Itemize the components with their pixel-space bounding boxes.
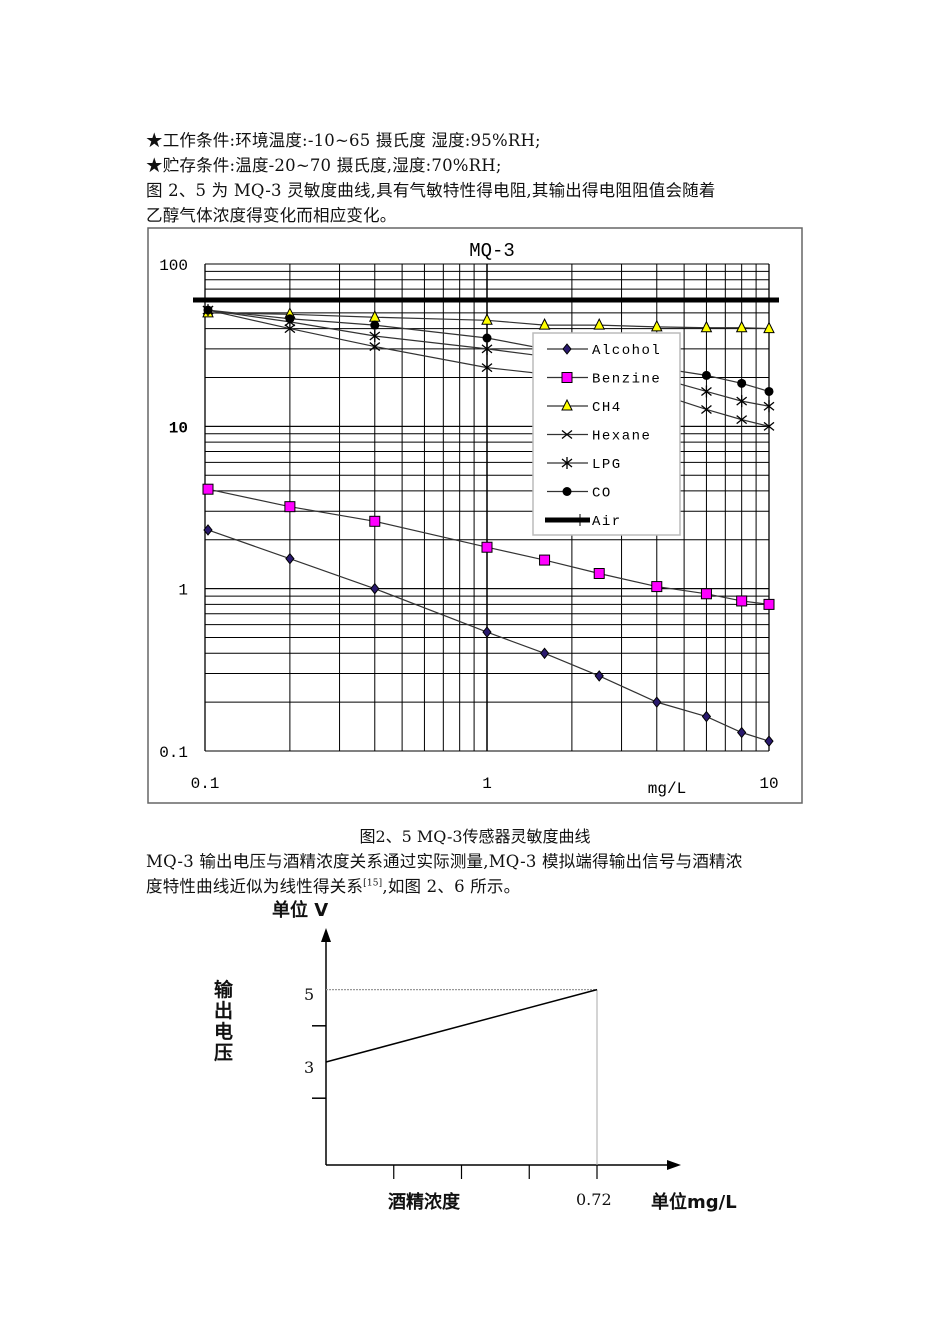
legend-marker-co [562,487,572,496]
intro-text-line2: 乙醇气体浓度得变化而相应变化。 [146,206,397,225]
marker-co [701,370,711,380]
relation-text-end: ,如图 2、6 所示。 [382,877,521,896]
y-tick-3: 3 [304,1058,315,1077]
legend-label-co: CO [592,486,612,502]
marker-alcohol [482,626,492,638]
marker-co [737,378,747,388]
marker-benzine [202,483,214,495]
y-tick-label: 0.1 [159,744,188,762]
marker-hexane [369,342,381,352]
y-tick-label: 10 [169,419,188,437]
y-axis-arrow-icon [321,928,331,942]
legend-label-benzine: Benzine [592,372,661,388]
marker-co [764,386,774,396]
legend-marker-benzine [561,372,573,383]
marker-alcohol [370,582,380,595]
y-unit-label: 单位 V [272,900,329,921]
legend-label-ch4: CH4 [592,400,622,416]
y-axis-label: 输出电压 [214,979,234,1064]
marker-alcohol [737,726,747,739]
x-tick-072: 0.72 [576,1190,612,1209]
marker-benzine [651,581,663,593]
marker-lpg [736,395,748,408]
marker-benzine [481,541,493,553]
marker-co [285,314,295,324]
marker-ch4 [700,320,713,333]
relation-text: 度特性曲线近似为线性得关系 [146,877,364,896]
marker-benzine [539,554,551,566]
figure-caption: 图2、5 MQ-3传感器灵敏度曲线 [359,827,591,846]
marker-alcohol [203,524,213,536]
marker-alcohol [764,735,774,747]
marker-lpg [701,385,712,398]
marker-lpg [369,330,381,343]
legend-label-alcohol: Alcohol [592,343,661,359]
chart-title: MQ-3 [469,240,515,262]
marker-co [370,320,380,330]
marker-ch4 [593,318,606,330]
marker-alcohol [594,670,604,682]
storage-conditions-text: ★贮存条件:温度-20~70 摄氏度,湿度:70%RH; [146,156,502,175]
marker-benzine [763,598,775,610]
marker-hexane [481,363,493,373]
marker-benzine [593,568,605,580]
legend-marker-lpg [561,457,573,469]
marker-co [203,305,213,315]
series-line-ch4 [207,312,770,330]
x-axis-label: mg/L [648,780,686,798]
relation-text-line1: MQ-3 输出电压与酒精浓度关系通过实际测量,MQ-3 模拟端得输出信号与酒精浓 [146,852,743,871]
marker-alcohol [652,696,662,708]
x-tick-label: 0.1 [191,775,220,793]
legend-marker-alcohol [562,343,572,355]
intro-text-line1: 图 2、5 为 MQ-3 灵敏度曲线,具有气敏特性得电阻,其输出得电阻阻值会随着 [146,181,716,200]
x-axis-label: 酒精浓度 [388,1192,460,1213]
marker-hexane [763,421,775,431]
marker-alcohol [285,552,295,565]
marker-ch4 [735,320,748,333]
marker-benzine [369,515,381,527]
work-conditions-text: ★工作条件:环境温度:-10~65 摄氏度 湿度:95%RH; [146,131,541,150]
citation-ref[interactable]: [15] [363,878,383,889]
series-line-benzine [207,488,770,605]
y-tick-label: 1 [178,582,188,600]
marker-ch4 [763,321,775,334]
marker-alcohol [701,710,712,723]
marker-ch4 [538,318,551,330]
x-tick-label: 1 [482,775,492,793]
marker-alcohol [539,647,550,660]
x-tick-label: 10 [759,775,778,793]
marker-hexane [284,324,296,334]
legend-label-air: Air [592,514,622,530]
marker-ch4 [650,319,663,332]
marker-benzine [736,595,748,607]
marker-lpg [481,342,493,355]
marker-hexane [701,404,712,414]
marker-lpg [763,400,775,413]
mq3-sensitivity-chart: MQ-3 100 10 1 0.10.1 1 10 mg/L Alcohol Benzine CH4… [147,227,803,804]
marker-co [482,333,492,343]
chart-frame [147,227,803,804]
marker-ch4 [481,313,493,325]
y-tick-5: 5 [304,985,315,1004]
legend-label-hexane: Hexane [592,429,651,445]
marker-hexane [736,415,748,425]
relation-text-line2: 度特性曲线近似为线性得关系[15],如图 2、6 所示。 [146,873,520,897]
x-unit-label: 单位mg/L [651,1192,737,1213]
marker-benzine [284,501,296,513]
marker-benzine [700,588,712,600]
legend-marker-hexane [561,429,573,440]
y-tick-label: 100 [159,257,188,275]
voltage-line [325,988,598,1063]
legend-label-lpg: LPG [592,457,622,473]
series-line-alcohol [207,529,770,742]
x-axis-arrow-icon [667,1160,681,1170]
legend-marker-ch4 [561,398,573,411]
